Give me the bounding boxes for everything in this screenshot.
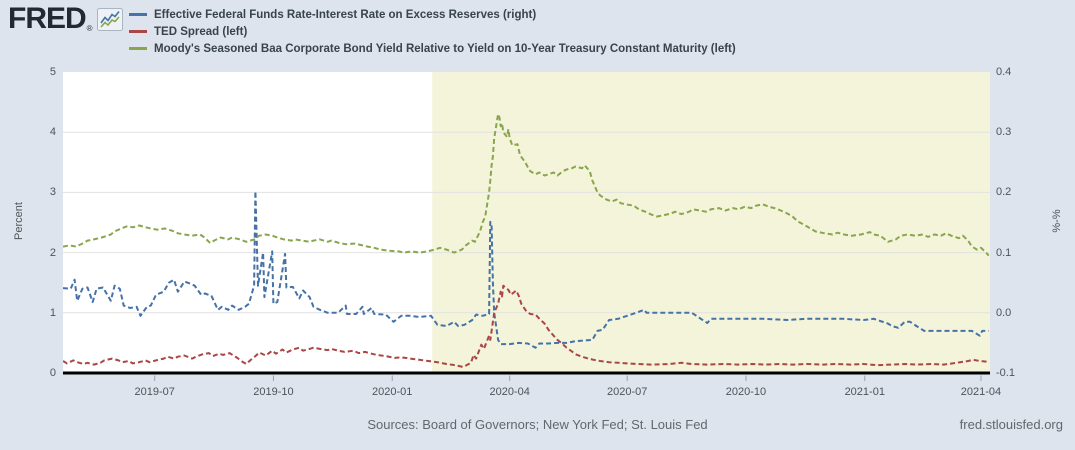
right-tick-label: 0.2	[996, 186, 1012, 199]
left-tick-label: 1	[49, 306, 56, 319]
fred-logo[interactable]: FRED ®	[8, 4, 123, 36]
left-tick-label: 4	[49, 126, 56, 139]
x-tick-label: 2019-10	[253, 386, 294, 398]
right-tick-label: -0.1	[996, 367, 1015, 379]
sources-note: Sources: Board of Governors; New York Fe…	[367, 417, 708, 432]
series-line-0	[62, 190, 989, 349]
recession-shading	[432, 72, 990, 373]
x-tick-label: 2021-04	[960, 386, 1002, 398]
fred-chart-icon	[96, 8, 123, 36]
legend-label: Moody's Seasoned Baa Corporate Bond Yiel…	[154, 42, 736, 55]
right-tick-label: 0.1	[996, 246, 1012, 259]
legend-swatch-green	[129, 47, 147, 50]
registered-trademark-icon: ®	[86, 24, 93, 33]
right-tick-label: 0.3	[996, 126, 1012, 139]
fred-logo-text: FRED	[8, 2, 87, 35]
x-tick-label: 2021-01	[844, 386, 885, 398]
x-tick-label: 2020-01	[372, 386, 413, 398]
legend-item-baa-spread: Moody's Seasoned Baa Corporate Bond Yiel…	[129, 40, 736, 57]
legend-item-ted-spread: TED Spread (left)	[129, 23, 736, 40]
plot-area[interactable]	[62, 72, 990, 389]
left-tick-label: 3	[49, 186, 56, 199]
left-tick-label: 2	[49, 246, 56, 259]
legend-item-effr-ioer: Effective Federal Funds Rate-Interest Ra…	[129, 6, 736, 23]
legend-swatch-red	[129, 30, 147, 33]
series-line-2	[62, 113, 990, 257]
left-tick-label: 0	[49, 367, 56, 379]
legend-label: Effective Federal Funds Rate-Interest Ra…	[154, 8, 537, 21]
legend-swatch-blue	[129, 13, 147, 16]
x-tick-label: 2020-10	[725, 386, 767, 398]
legend-label: TED Spread (left)	[154, 25, 248, 38]
series-line-1	[62, 284, 989, 368]
legend: Effective Federal Funds Rate-Interest Ra…	[129, 6, 736, 57]
x-tick-label: 2020-04	[489, 386, 530, 398]
fred-site-link[interactable]: fred.stlouisfed.org	[959, 417, 1063, 432]
x-tick-label: 2019-07	[134, 386, 175, 398]
right-tick-label: 0.0	[996, 306, 1012, 319]
left-axis-title: Percent	[13, 202, 25, 240]
left-tick-label: 5	[49, 66, 56, 78]
chart-svg[interactable]	[62, 72, 990, 384]
x-tick-label: 2020-07	[607, 386, 648, 398]
x-axis-line	[63, 371, 990, 375]
right-axis-title: %-%	[1051, 209, 1063, 233]
right-tick-label: 0.4	[996, 66, 1012, 78]
